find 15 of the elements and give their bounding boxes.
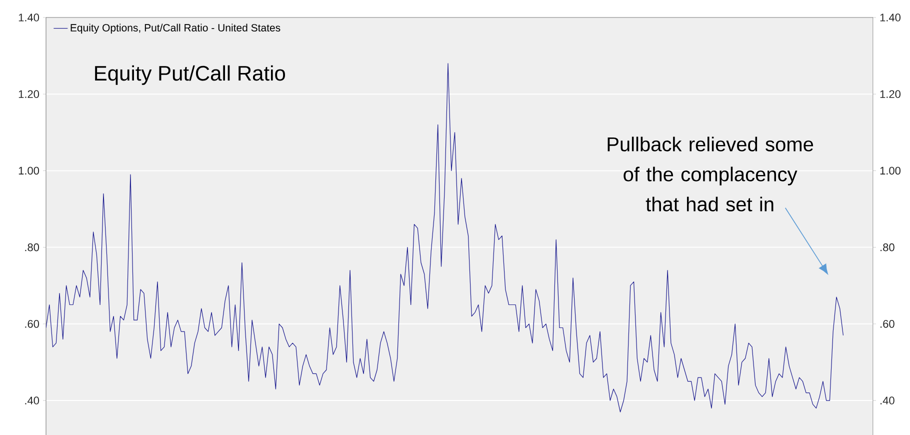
y-tick-label: 1.00 (18, 166, 40, 175)
y2-tick-label: .60 (880, 320, 894, 328)
y-tick-label: .40 (25, 396, 40, 404)
y2-tick-label: 1.40 (880, 14, 900, 22)
y-tick-label: 1.20 (18, 90, 40, 98)
y-tick-label: .60 (25, 320, 40, 328)
y-tick-label: 1.40 (18, 14, 40, 22)
y2-tick-label: 1.20 (880, 90, 900, 98)
y2-tick-label: 1.00 (880, 166, 900, 175)
legend-label: Equity Options, Put/Call Ratio - United States (70, 24, 280, 34)
y2-tick-label: .40 (880, 396, 894, 404)
annotation: Pullback relieved some of the complacency that had set in (608, 136, 814, 212)
y2-tick-label: .80 (880, 243, 894, 252)
text: Equity Put/Call Ratio (95, 65, 286, 85)
y-tick-label: .80 (25, 243, 40, 252)
